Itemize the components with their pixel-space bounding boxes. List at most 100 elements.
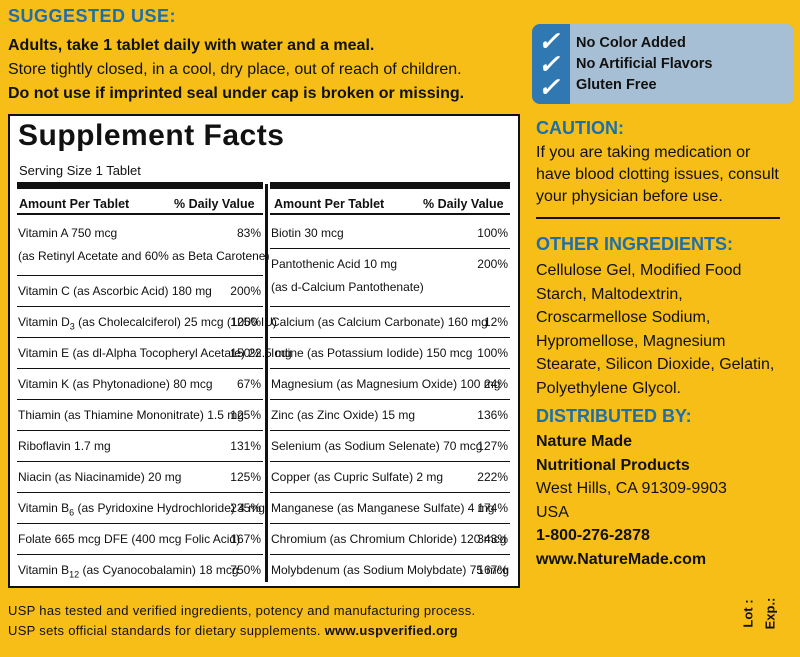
exp-label: Exp.:: [762, 597, 778, 630]
row-divider: [270, 523, 510, 524]
nutrient-daily-value: 125%: [230, 315, 261, 329]
row-divider: [17, 399, 263, 400]
nutrient-row: Zinc (as Zinc Oxide) 15 mg 136%: [270, 399, 510, 430]
nutrient-daily-value: 83%: [236, 226, 261, 240]
caution-text: If you are taking medication or have blo…: [536, 142, 779, 208]
row-divider: [17, 430, 263, 431]
nutrient-name: Biotin 30 mcg: [271, 226, 344, 240]
facts-title: Supplement Facts: [18, 119, 285, 152]
row-divider: [17, 461, 263, 462]
nutrient-row: Iodine (as Potassium Iodide) 150 mcg 100%: [270, 337, 510, 368]
nutrient-row: Copper (as Cupric Sulfate) 2 mg 222%: [270, 461, 510, 492]
caution-line: If you are taking medication or: [536, 144, 751, 161]
nutrient-daily-value: 222%: [477, 470, 508, 484]
nutrient-daily-value: 174%: [477, 501, 508, 515]
distributor-country: USA: [536, 503, 569, 521]
nutrient-row: Niacin (as Niacinamide) 20 mg 125%: [17, 461, 263, 492]
nutrient-daily-value: 235%: [230, 501, 261, 515]
nutrient-row: Vitamin A 750 mcg (as Retinyl Acetate and…: [17, 217, 269, 275]
row-divider: [270, 554, 510, 555]
check-icon: ✓: [538, 72, 560, 102]
caution-section: CAUTION: If you are taking medication or…: [536, 118, 779, 208]
right-header-rule: [270, 213, 510, 215]
nutrient-name: Vitamin D3 (as Cholecalciferol) 25 mcg (…: [18, 315, 277, 332]
nutrient-row: Chromium (as Chromium Chloride) 120 mcg 3…: [270, 523, 510, 554]
distributor-address: Nature Made Nutritional Products West Hi…: [536, 430, 727, 571]
other-ingredients-section: OTHER INGREDIENTS: Cellulose Gel, Modifi…: [536, 234, 774, 400]
claim-no-flavors: No Artificial Flavors: [576, 56, 713, 72]
row-divider: [17, 368, 263, 369]
check-icon: ✓: [538, 49, 560, 79]
row-divider: [270, 248, 510, 249]
nutrient-row: Molybdenum (as Sodium Molybdate) 75 mcg 1…: [270, 554, 510, 585]
check-icon: ✓: [538, 26, 560, 56]
ingredients-text: Cellulose Gel, Modified Food Starch, Mal…: [536, 259, 774, 400]
row-divider: [270, 492, 510, 493]
nutrient-row: Selenium (as Sodium Selenate) 70 mcg 127%: [270, 430, 510, 461]
nutrient-row: Thiamin (as Thiamine Mononitrate) 1.5 mg…: [17, 399, 263, 430]
caution-title: CAUTION:: [536, 118, 624, 138]
row-divider: [17, 337, 263, 338]
claims-badge: ✓ ✓ ✓ No Color Added No Artificial Flavo…: [532, 24, 794, 104]
row-divider: [17, 492, 263, 493]
lot-exp-area: Lot : Exp.:: [740, 580, 800, 650]
nutrient-daily-value: 343%: [477, 532, 508, 546]
nutrient-name: Chromium (as Chromium Chloride) 120 mcg: [271, 532, 507, 546]
nutrient-name: Vitamin K (as Phytonadione) 80 mcg: [18, 377, 213, 391]
suggested-use-storage: Store tightly closed, in a cool, dry pla…: [8, 61, 462, 78]
nutrient-name: Vitamin B12 (as Cyanocobalamin) 18 mcg: [18, 563, 239, 580]
nutrient-name: Zinc (as Zinc Oxide) 15 mg: [271, 408, 416, 422]
nutrient-name: Thiamin (as Thiamine Mononitrate) 1.5 mg: [18, 408, 244, 422]
usp-link[interactable]: www.uspverified.org: [324, 623, 458, 638]
nutrient-daily-value: 67%: [236, 377, 261, 391]
caution-divider: [536, 217, 780, 219]
left-dv-header: % Daily Value: [174, 197, 255, 211]
nutrient-row: Vitamin B6 (as Pyridoxine Hydrochloride)…: [17, 492, 265, 523]
row-divider: [17, 554, 263, 555]
nutrient-name: Vitamin A 750 mcg: [18, 226, 118, 240]
nutrient-name: Vitamin B6 (as Pyridoxine Hydrochloride)…: [18, 501, 265, 518]
ingredient-line: Stearate, Silicon Dioxide, Gelatin,: [536, 356, 775, 373]
usp-standards: USP sets official standards for dietary …: [8, 623, 458, 638]
distributor-city: West Hills, CA 91309-9903: [536, 480, 727, 497]
nutrient-row: Folate 665 mcg DFE (400 mcg Folic Acid) 1…: [17, 523, 263, 554]
row-divider: [270, 337, 510, 338]
nutrient-source: (as Retinyl Acetate and 60% as Beta Caro…: [18, 249, 270, 263]
nutrient-row: Magnesium (as Magnesium Oxide) 100 mg 24%: [270, 368, 510, 399]
nutrient-row: Vitamin D3 (as Cholecalciferol) 25 mcg (…: [17, 306, 277, 337]
other-ingredients-title: OTHER INGREDIENTS:: [536, 234, 734, 254]
nutrient-row: Vitamin C (as Ascorbic Acid) 180 mg 200%: [17, 275, 263, 306]
claim-no-color: No Color Added: [576, 35, 686, 51]
ingredient-line: Cellulose Gel, Modified Food: [536, 262, 742, 279]
lot-label: Lot :: [740, 599, 756, 628]
row-divider: [270, 368, 510, 369]
nutrient-daily-value: 200%: [477, 257, 508, 271]
nutrient-name: Niacin (as Niacinamide) 20 mg: [18, 470, 182, 484]
distributed-section: DISTRIBUTED BY: Nature Made Nutritional …: [536, 406, 727, 571]
row-divider: [270, 306, 510, 307]
nutrient-source: (as d-Calcium Pantothenate): [271, 280, 424, 294]
left-amount-header: Amount Per Tablet: [19, 197, 130, 211]
distributor-phone: 1-800-276-2878: [536, 527, 650, 544]
nutrient-daily-value: 127%: [477, 439, 508, 453]
nutrient-name: Magnesium (as Magnesium Oxide) 100 mg: [271, 377, 501, 391]
nutrient-name: Vitamin C (as Ascorbic Acid) 180 mg: [18, 284, 212, 298]
nutrient-name: Selenium (as Sodium Selenate) 70 mcg: [271, 439, 483, 453]
caution-line: your physician before use.: [536, 188, 723, 205]
nutrient-row: Vitamin K (as Phytonadione) 80 mcg 67%: [17, 368, 263, 399]
left-header-rule: [17, 213, 263, 215]
nutrient-name: Copper (as Cupric Sulfate) 2 mg: [271, 470, 444, 484]
nutrient-daily-value: 125%: [230, 470, 261, 484]
nutrient-name: Vitamin E (as dl-Alpha Tocopheryl Acetat…: [18, 346, 292, 360]
ingredient-line: Polyethylene Glycol.: [536, 379, 681, 397]
nutrient-name: Iodine (as Potassium Iodide) 150 mcg: [271, 346, 473, 360]
nutrient-daily-value: 131%: [230, 439, 261, 453]
nutrient-daily-value: 100%: [477, 346, 508, 360]
distributor-website: www.NatureMade.com: [536, 550, 707, 568]
nutrient-row: Biotin 30 mcg 100%: [270, 217, 510, 248]
row-divider: [270, 430, 510, 431]
suggested-use-title: SUGGESTED USE:: [8, 6, 177, 26]
nutrient-name: Calcium (as Calcium Carbonate) 160 mg: [271, 315, 488, 329]
suggested-use-dose: Adults, take 1 tablet daily with water a…: [8, 37, 375, 54]
suggested-use-seal-warning: Do not use if imprinted seal under cap i…: [8, 85, 465, 102]
